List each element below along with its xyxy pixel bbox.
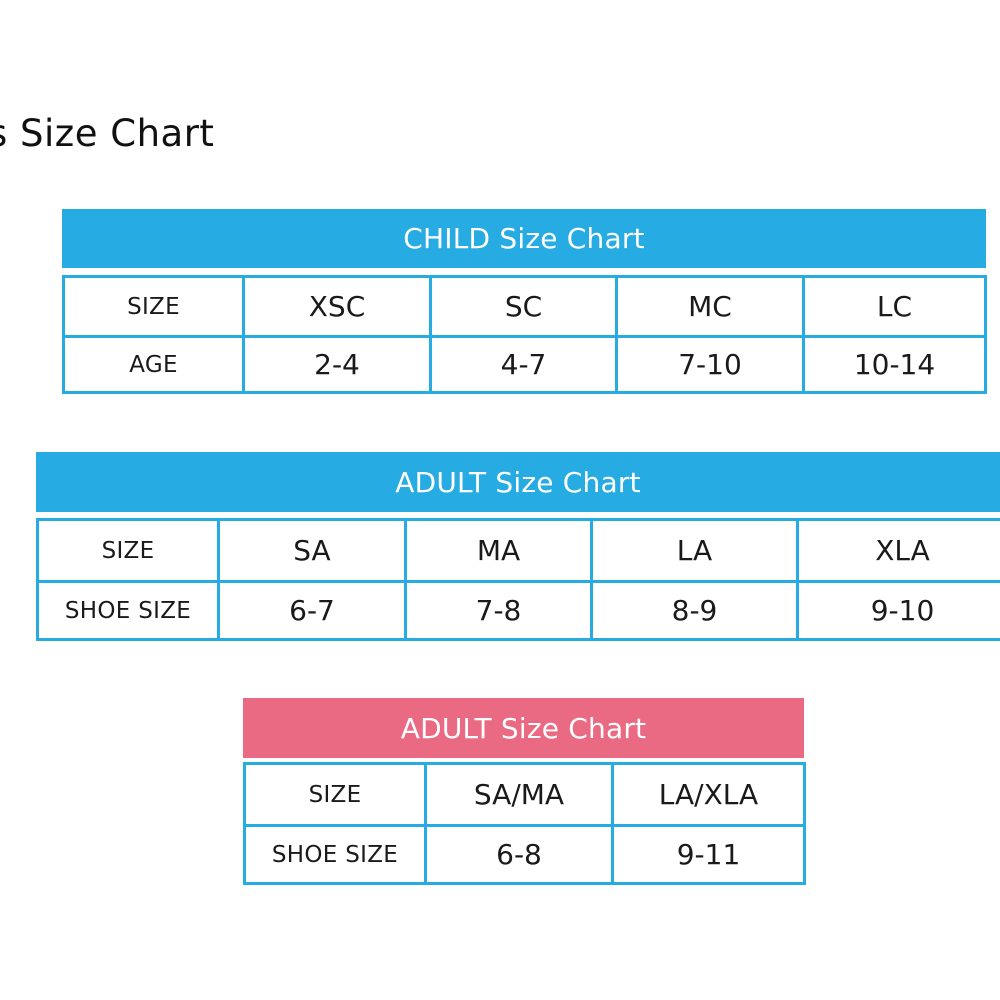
row-label-size: SIZE <box>62 275 245 338</box>
shoe-size-cell: 8-9 <box>590 580 799 641</box>
child-chart-header: CHILD Size Chart <box>62 209 986 268</box>
row-label-shoe-size: SHOE SIZE <box>243 824 427 885</box>
size-cell: MC <box>615 275 805 338</box>
adult-chart-header-pink: ADULT Size Chart <box>243 698 804 758</box>
row-label-shoe-size: SHOE SIZE <box>36 580 220 641</box>
size-cell: LA/XLA <box>611 762 806 827</box>
table-row: SIZE SA MA LA XLA <box>36 518 1000 583</box>
shoe-size-cell: 6-7 <box>217 580 407 641</box>
size-cell: XSC <box>242 275 432 338</box>
adult-size-table-blue: SIZE SA MA LA XLA SHOE SIZE 6-7 7-8 8-9 … <box>36 518 1000 641</box>
table-row: SIZE SA/MA LA/XLA <box>243 762 806 827</box>
adult-size-chart-blue: ADULT Size Chart SIZE SA MA LA XLA SHOE … <box>36 452 1000 644</box>
age-cell: 10-14 <box>802 335 987 394</box>
table-row: SIZE XSC SC MC LC <box>62 275 987 338</box>
size-cell: LC <box>802 275 987 338</box>
child-size-chart: CHILD Size Chart SIZE XSC SC MC LC AGE 2… <box>62 209 987 397</box>
size-cell: LA <box>590 518 799 583</box>
adult-size-table-pink: SIZE SA/MA LA/XLA SHOE SIZE 6-8 9-11 <box>243 762 806 885</box>
adult-chart-header-blue: ADULT Size Chart <box>36 452 1000 512</box>
table-row: AGE 2-4 4-7 7-10 10-14 <box>62 335 987 394</box>
adult-size-chart-pink: ADULT Size Chart SIZE SA/MA LA/XLA SHOE … <box>243 698 806 888</box>
shoe-size-cell: 6-8 <box>424 824 614 885</box>
age-cell: 7-10 <box>615 335 805 394</box>
age-cell: 2-4 <box>242 335 432 394</box>
row-label-size: SIZE <box>243 762 427 827</box>
row-label-age: AGE <box>62 335 245 394</box>
size-cell: SA/MA <box>424 762 614 827</box>
page-title: s Size Chart <box>0 112 215 155</box>
age-cell: 4-7 <box>429 335 618 394</box>
table-row: SHOE SIZE 6-7 7-8 8-9 9-10 <box>36 580 1000 641</box>
shoe-size-cell: 7-8 <box>404 580 593 641</box>
size-cell: SA <box>217 518 407 583</box>
size-cell: MA <box>404 518 593 583</box>
row-label-size: SIZE <box>36 518 220 583</box>
size-cell: XLA <box>796 518 1000 583</box>
shoe-size-cell: 9-11 <box>611 824 806 885</box>
child-size-table: SIZE XSC SC MC LC AGE 2-4 4-7 7-10 10-14 <box>62 275 987 394</box>
size-cell: SC <box>429 275 618 338</box>
table-row: SHOE SIZE 6-8 9-11 <box>243 824 806 885</box>
shoe-size-cell: 9-10 <box>796 580 1000 641</box>
